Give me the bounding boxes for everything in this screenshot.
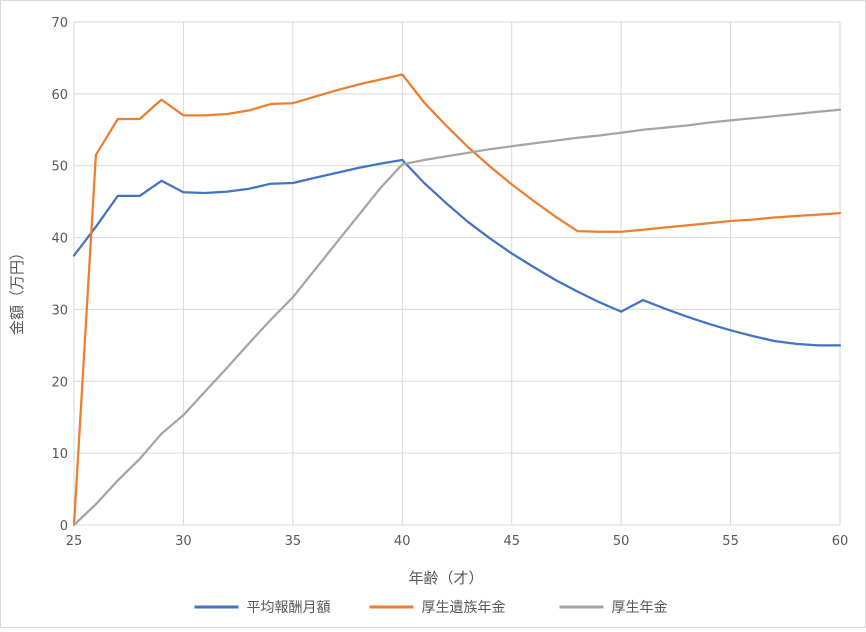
legend: 平均報酬月額 厚生遺族年金 厚生年金 [194, 600, 668, 616]
legend-label: 平均報酬月額 [247, 600, 331, 616]
y-tick-label: 40 [51, 232, 68, 247]
legend-label: 厚生年金 [612, 600, 668, 616]
y-tick-label: 30 [51, 303, 68, 318]
y-tick-label: 0 [60, 519, 68, 534]
y-axis-ticks: 0 10 20 30 40 50 60 70 [51, 16, 68, 534]
legend-item-0: 平均報酬月額 [194, 600, 331, 616]
series-line-2 [72, 108, 842, 527]
x-tick-label: 40 [394, 534, 411, 549]
y-tick-label: 50 [51, 160, 68, 175]
y-tick-label: 60 [51, 88, 68, 103]
series-line-0 [72, 158, 842, 347]
y-axis-title: 金額（万円） [8, 245, 26, 335]
gridlines [73, 21, 841, 526]
y-tick-label: 10 [51, 447, 68, 462]
x-tick-label: 35 [285, 534, 302, 549]
legend-label: 厚生遺族年金 [422, 600, 506, 616]
y-tick-label: 20 [51, 375, 68, 390]
x-tick-label: 60 [832, 534, 849, 549]
x-tick-label: 30 [175, 534, 192, 549]
y-tick-label: 70 [51, 16, 68, 31]
x-tick-label: 50 [613, 534, 630, 549]
series-line-1 [72, 73, 842, 527]
x-axis-title: 年齢（才） [408, 569, 483, 587]
x-tick-label: 45 [503, 534, 520, 549]
series-lines [72, 73, 842, 527]
x-tick-label: 55 [722, 534, 739, 549]
legend-item-1: 厚生遺族年金 [369, 600, 506, 616]
x-axis-ticks: 25 30 35 40 45 50 55 60 [66, 534, 849, 549]
legend-item-2: 厚生年金 [559, 600, 668, 616]
x-tick-label: 25 [66, 534, 83, 549]
